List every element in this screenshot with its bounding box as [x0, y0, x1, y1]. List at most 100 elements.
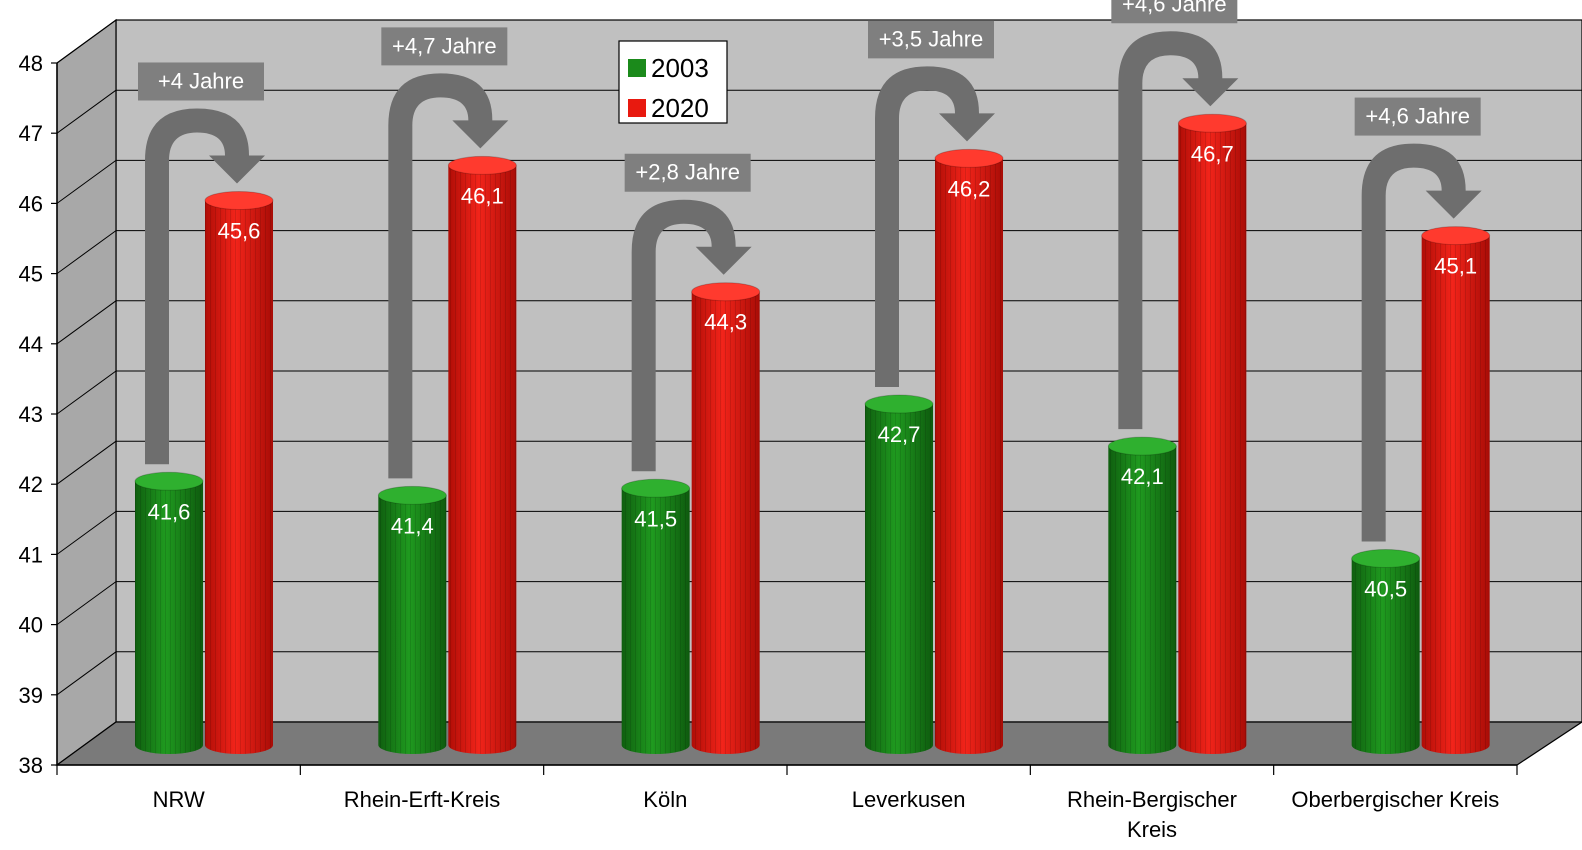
data-label: 44,3	[704, 310, 747, 335]
annotation-label: +3,5 Jahre	[879, 26, 984, 51]
arrow-shape	[145, 108, 265, 465]
bar-texture	[865, 404, 933, 754]
grid-lines	[56, 19, 1582, 696]
gridline-side	[56, 230, 117, 275]
annotations: +4 Jahre +4,7 Jahre +2,8 Jahre +3,5 Jahre +4…	[138, 0, 1481, 192]
annotation-box	[381, 27, 508, 66]
annotation-label: +4,6 Jahre	[1122, 0, 1227, 16]
bar-2003-0	[134, 471, 204, 754]
annotation-box	[624, 153, 751, 192]
legend-swatch	[628, 59, 646, 77]
legend-label: 2003	[651, 53, 709, 83]
bar-top	[447, 155, 517, 175]
x-tick-label: Rhein-Erft-Kreis	[344, 787, 500, 812]
annotation-3: +3,5 Jahre	[868, 20, 994, 59]
annotation-5: +4,6 Jahre	[1354, 97, 1481, 136]
data-label: 45,6	[218, 218, 261, 243]
bar-top	[1351, 549, 1421, 568]
annotation-1: +4,7 Jahre	[381, 27, 508, 66]
gridline-side	[56, 440, 117, 485]
bar-texture	[935, 158, 1003, 755]
x-tick-label: NRW	[153, 787, 205, 812]
change-arrows	[145, 31, 1482, 542]
bar-texture	[1108, 446, 1177, 754]
bar-texture	[1351, 558, 1420, 754]
x-axis: NRW Rhein-Erft-Kreis Köln Leverkusen Rhein-B…	[56, 764, 1518, 842]
data-label: 41,4	[391, 513, 434, 538]
data-label: 41,6	[148, 499, 191, 524]
arrow-shape	[1118, 31, 1239, 430]
change-arrow-0	[145, 108, 265, 465]
bar-texture	[1178, 123, 1247, 754]
y-tick-label: 40	[19, 613, 43, 638]
change-arrow-4	[1118, 31, 1239, 430]
bar-2020-1	[447, 155, 517, 754]
bar-top	[1107, 436, 1177, 456]
y-tick-label: 45	[19, 262, 43, 287]
gridline-side	[56, 19, 117, 64]
x-tick-label: Rhein-Bergischer Kreis	[1067, 787, 1237, 842]
bar-top	[621, 478, 691, 498]
change-arrow-2	[631, 199, 752, 472]
bar-2003-2	[621, 478, 691, 754]
bar-2020-3	[934, 148, 1004, 755]
bar-2003-1	[377, 485, 447, 754]
bar-top	[134, 471, 204, 491]
bar-top	[864, 394, 934, 414]
data-labels: 41,6 41,4 41,5 42,7 42,1 40,5 45,6 46,1 44,3 46,2…	[148, 141, 1477, 601]
data-label: 46,7	[1191, 141, 1234, 166]
legend: 2003 2020	[618, 40, 728, 124]
y-tick-label: 48	[19, 51, 43, 76]
annotation-label: +4,6 Jahre	[1365, 104, 1470, 129]
annotation-0: +4 Jahre	[138, 62, 264, 101]
gridline-side	[56, 159, 117, 204]
bar-texture	[205, 200, 273, 755]
data-label: 42,1	[1121, 464, 1164, 489]
y-tick-label: 42	[19, 472, 43, 497]
data-label: 42,7	[878, 422, 921, 447]
bar-2003-5	[1351, 549, 1421, 754]
annotation-label: +4 Jahre	[158, 68, 244, 93]
y-tick-label: 41	[19, 542, 43, 567]
bar-texture	[135, 481, 203, 754]
annotation-2: +2,8 Jahre	[624, 153, 751, 192]
bar-texture	[378, 495, 447, 754]
gridline-side	[56, 651, 117, 696]
bar-2020-5	[1421, 226, 1491, 754]
change-arrow-1	[388, 73, 509, 479]
annotation-label: +2,8 Jahre	[635, 160, 740, 185]
gridline-side	[56, 300, 117, 345]
legend-swatch	[628, 99, 646, 117]
y-tick-label: 39	[19, 683, 43, 708]
change-arrow-5	[1361, 143, 1482, 542]
bar-top	[204, 190, 274, 210]
bar-top	[691, 282, 761, 302]
x-tick-label: Köln	[643, 787, 687, 812]
bar-top	[1421, 226, 1491, 246]
change-arrow-3	[875, 66, 995, 388]
data-label: 46,2	[948, 176, 991, 201]
annotation-4: +4,6 Jahre	[1111, 0, 1238, 24]
y-tick-label: 46	[19, 191, 43, 216]
bar-top	[1177, 113, 1247, 133]
bar-texture	[621, 488, 690, 754]
annotation-box	[1354, 97, 1481, 136]
legend-item-2020: 2020	[628, 93, 709, 123]
bar-2020-4	[1177, 113, 1247, 754]
data-label: 41,5	[634, 506, 677, 531]
bar-2020-0	[204, 190, 274, 755]
arrow-shape	[875, 66, 995, 388]
bar-texture	[448, 165, 517, 754]
annotation-box	[138, 62, 264, 101]
y-tick-label: 38	[19, 753, 43, 778]
annotation-label: +4,7 Jahre	[392, 33, 497, 58]
gridline-side	[56, 510, 117, 555]
arrow-shape	[1361, 143, 1482, 542]
y-tick-label: 44	[19, 332, 43, 357]
bar-texture	[691, 291, 760, 754]
data-label: 40,5	[1364, 577, 1407, 602]
gridline-side	[56, 89, 117, 134]
legend-label: 2020	[651, 93, 709, 123]
bar-top	[934, 148, 1004, 168]
